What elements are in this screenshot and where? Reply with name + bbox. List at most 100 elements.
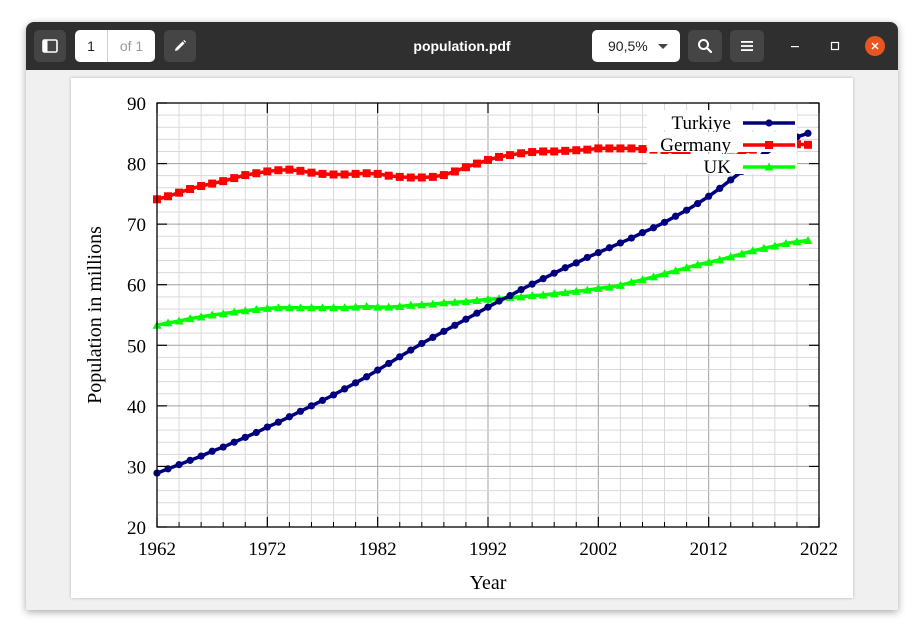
- data-point: [770, 241, 780, 250]
- maximize-icon: [830, 41, 840, 51]
- data-point: [594, 144, 603, 153]
- data-point: [627, 234, 636, 242]
- data-point: [528, 148, 537, 157]
- x-tick-label: 2012: [690, 539, 728, 560]
- data-point: [197, 452, 205, 460]
- data-point: [561, 264, 569, 272]
- data-point: [218, 309, 228, 318]
- header-bar: 1 of 1 population.pdf 90,5%: [26, 22, 898, 70]
- legend-item-bg: [647, 154, 797, 174]
- data-point: [572, 259, 580, 267]
- data-point: [306, 303, 316, 312]
- data-point: [737, 249, 747, 258]
- data-point: [428, 172, 437, 181]
- data-point: [362, 302, 372, 311]
- data-point: [307, 168, 316, 177]
- data-point: [550, 147, 559, 156]
- x-tick-label: 1972: [248, 539, 286, 560]
- x-tick-label: 2002: [579, 539, 617, 560]
- y-axis-label: Population in millions: [84, 226, 106, 404]
- data-point: [385, 359, 393, 368]
- data-point: [263, 423, 271, 431]
- data-point: [517, 149, 526, 158]
- data-point: [472, 159, 481, 168]
- document-title: population.pdf: [413, 38, 511, 54]
- legend-item-bg: [647, 110, 797, 130]
- legend-item: Germany: [647, 132, 797, 156]
- data-point: [462, 315, 470, 323]
- data-point: [627, 144, 636, 153]
- chevron-down-icon: [658, 44, 668, 49]
- data-point: [615, 280, 625, 289]
- close-icon: [871, 42, 879, 50]
- data-point: [252, 428, 260, 437]
- legend-item-bg: [647, 132, 797, 152]
- data-point: [318, 303, 327, 312]
- minimize-button[interactable]: [783, 34, 807, 58]
- data-point: [196, 312, 206, 321]
- y-tick-label: 30: [127, 457, 146, 478]
- data-point: [251, 305, 261, 314]
- menu-button[interactable]: [730, 30, 764, 62]
- data-point: [307, 402, 316, 410]
- legend-label: Germany: [660, 135, 731, 156]
- zoom-value: 90,5%: [608, 38, 648, 54]
- data-point: [560, 288, 570, 297]
- data-point: [340, 385, 349, 393]
- data-point: [351, 169, 360, 178]
- x-tick-label: 2022: [800, 539, 838, 560]
- data-point: [528, 280, 536, 288]
- data-point: [495, 152, 504, 161]
- sidebar-icon: [42, 39, 58, 53]
- document-view[interactable]: 1962 1972 1982 1992 2002 2012 2022 20 30 40 50 60 70…: [26, 70, 898, 610]
- series-turkiye: [153, 129, 812, 477]
- data-point: [295, 303, 305, 312]
- pdf-viewer-window: 1 of 1 population.pdf 90,5%: [26, 22, 898, 610]
- data-point: [174, 316, 184, 325]
- data-point: [671, 212, 680, 220]
- data-point: [572, 146, 581, 155]
- x-tick-label: 1962: [138, 539, 176, 560]
- data-point: [538, 290, 548, 299]
- data-point: [682, 148, 691, 157]
- page-number-field[interactable]: 1 of 1: [75, 30, 155, 62]
- data-point: [274, 418, 282, 426]
- close-button[interactable]: [863, 34, 887, 58]
- data-point: [671, 266, 681, 275]
- data-point: [550, 269, 558, 277]
- data-point: [726, 252, 736, 261]
- data-point: [219, 443, 227, 451]
- data-point: [484, 155, 492, 164]
- legend-swatch-marker: [764, 162, 774, 171]
- page-current-input[interactable]: 1: [75, 30, 108, 62]
- sidebar-toggle-button[interactable]: [34, 30, 66, 62]
- y-tick-label: 90: [127, 94, 146, 115]
- data-point: [472, 295, 482, 304]
- data-point: [704, 257, 714, 266]
- data-point: [374, 366, 382, 374]
- y-tick-label: 50: [127, 336, 146, 357]
- data-point: [495, 297, 503, 305]
- maximize-button[interactable]: [823, 34, 847, 58]
- zoom-select[interactable]: 90,5%: [592, 30, 680, 62]
- data-point: [373, 169, 382, 178]
- y-tick-label: 60: [127, 276, 146, 297]
- data-point: [396, 353, 404, 361]
- data-point: [483, 294, 493, 303]
- data-point: [340, 303, 350, 312]
- data-point: [593, 283, 603, 292]
- close-circle: [865, 36, 885, 56]
- series-uk: [152, 235, 813, 329]
- annotate-button[interactable]: [164, 30, 196, 62]
- data-point: [527, 291, 537, 300]
- data-point: [362, 169, 371, 178]
- data-point: [571, 286, 581, 295]
- search-button[interactable]: [688, 30, 722, 62]
- data-point: [440, 327, 448, 335]
- data-point: [207, 310, 217, 319]
- data-point: [716, 184, 724, 193]
- data-point: [262, 303, 272, 312]
- data-point: [583, 145, 592, 154]
- data-point: [418, 339, 426, 348]
- legend-swatch-marker: [765, 141, 773, 149]
